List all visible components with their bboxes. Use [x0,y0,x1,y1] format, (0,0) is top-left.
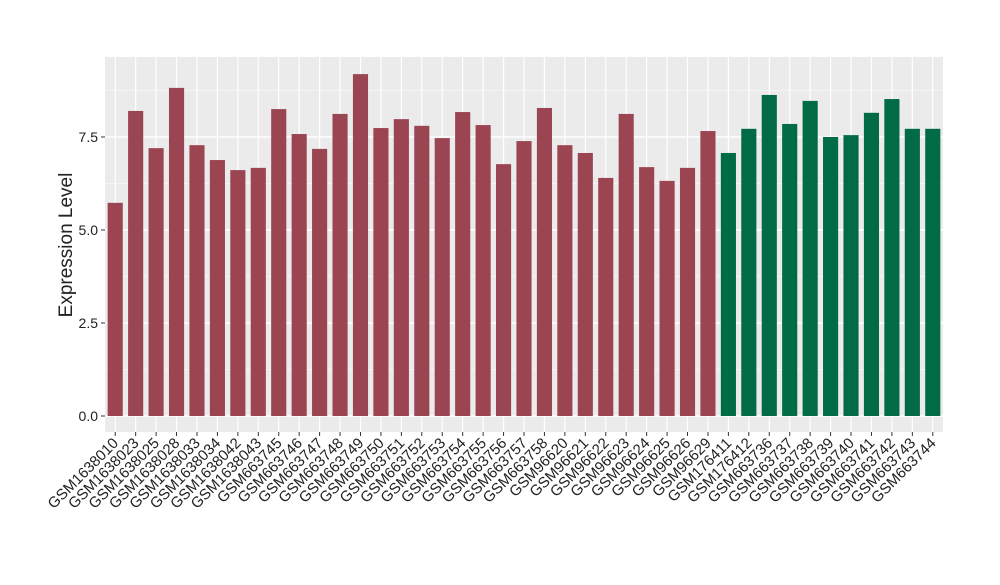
bar [761,94,777,417]
bar [823,136,839,417]
bar [352,74,369,417]
bar [741,128,757,417]
bar [598,177,614,417]
bar [189,145,205,417]
bar [128,110,144,417]
bar [209,160,225,417]
bar [373,128,389,417]
bar [230,170,246,417]
y-tick-label: 0.0 [79,408,99,424]
y-tick-label: 2.5 [79,315,99,331]
bar [393,119,409,417]
bar [659,180,675,417]
y-axis-label: Expression Level [56,173,77,318]
bar [495,164,512,417]
bar [904,128,920,417]
bar [168,87,185,417]
bar [679,167,696,417]
bar [516,141,532,417]
bar [782,123,798,417]
bar [455,112,471,417]
bar [250,167,266,417]
bar [475,125,491,417]
bar [271,109,287,417]
bar [863,112,880,417]
y-tick-label: 5.0 [79,222,99,238]
bar [884,99,900,417]
bar [700,131,716,417]
bar [843,135,859,417]
bar [577,152,593,417]
bar [291,134,307,417]
bar [925,128,941,417]
bar [332,113,348,417]
bar [720,152,736,417]
bar [557,145,573,417]
bar [312,148,328,417]
y-tick-label: 7.5 [79,129,99,145]
bar [639,167,655,417]
bar [107,202,123,417]
bar [802,100,818,417]
bar [414,125,430,417]
bar [434,138,450,417]
bar [536,107,553,417]
bar [148,148,164,417]
bar [618,113,634,417]
